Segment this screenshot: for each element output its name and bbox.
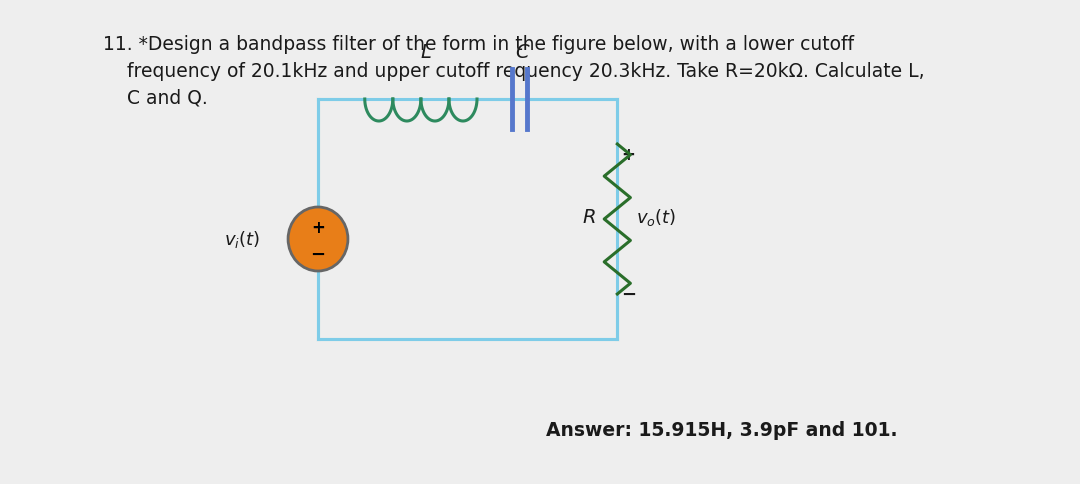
Text: C: C (515, 43, 529, 62)
Text: frequency of 20.1kHz and upper cutoff requency 20.3kHz. Take R=20kΩ. Calculate L: frequency of 20.1kHz and upper cutoff re… (103, 62, 924, 81)
Text: L: L (420, 43, 431, 62)
Text: Answer: 15.915H, 3.9pF and 101.: Answer: 15.915H, 3.9pF and 101. (546, 420, 897, 439)
Text: R: R (582, 208, 596, 227)
Text: −: − (310, 245, 325, 263)
Text: 11. *Design a bandpass filter of the form in the figure below, with a lower cuto: 11. *Design a bandpass filter of the for… (103, 35, 854, 54)
Ellipse shape (288, 208, 348, 272)
Text: −: − (621, 286, 636, 303)
Text: $v_i(t)$: $v_i(t)$ (224, 229, 260, 250)
Text: $v_o(t)$: $v_o(t)$ (636, 207, 676, 228)
Text: +: + (622, 146, 635, 164)
Text: C and Q.: C and Q. (103, 89, 207, 108)
Text: +: + (311, 219, 325, 237)
Bar (318, 100, 618, 339)
